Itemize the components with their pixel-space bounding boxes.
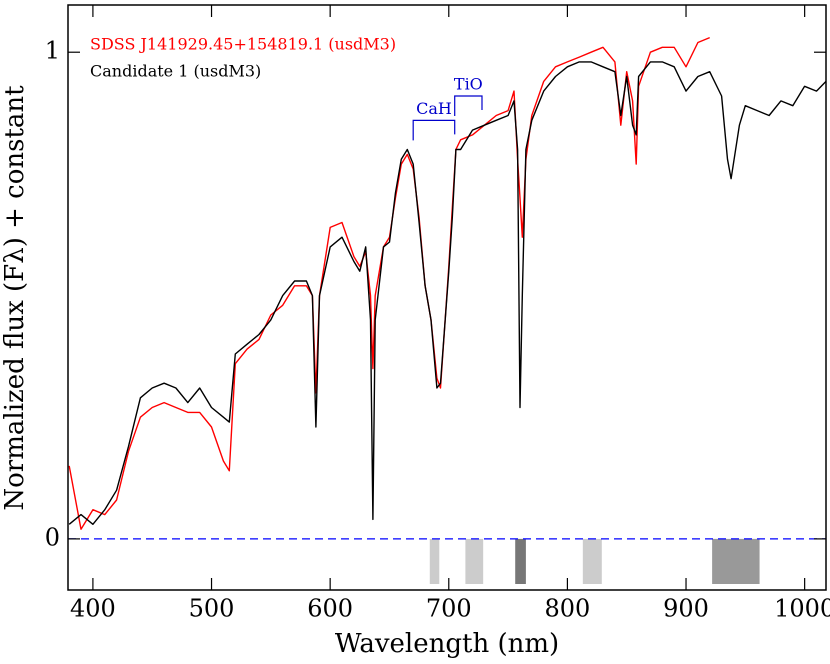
x-tick-label: 700 <box>426 595 472 623</box>
x-tick-label: 500 <box>189 595 235 623</box>
y-tick-label: 0 <box>45 523 60 551</box>
y-tick-label: 1 <box>45 37 60 65</box>
x-axis-label: Wavelength (nm) <box>335 629 559 659</box>
legend-entry: SDSS J141929.45+154819.1 (usdM3) <box>90 35 396 54</box>
telluric-band <box>465 538 484 584</box>
telluric-band <box>515 538 526 584</box>
annotation-bracket <box>454 95 483 117</box>
x-tick-label: 800 <box>544 595 590 623</box>
spectrum-line <box>68 61 827 525</box>
spectrum-line <box>68 36 710 530</box>
legend-entry: Candidate 1 (usdM3) <box>90 62 261 81</box>
x-tick-label: 600 <box>307 595 353 623</box>
telluric-band <box>429 538 440 584</box>
annotation-bracket <box>412 119 456 141</box>
telluric-band <box>712 538 760 584</box>
x-tick-label: 1000 <box>774 595 830 623</box>
annotation-label: CaH <box>416 99 452 118</box>
x-tick-label: 400 <box>70 595 116 623</box>
plot-frame <box>67 4 827 591</box>
telluric-band <box>582 538 602 584</box>
x-tick-label: 900 <box>663 595 709 623</box>
y-axis-label: Normalized flux (Fλ) + constant <box>0 85 30 511</box>
annotation-label: TiO <box>454 75 483 94</box>
